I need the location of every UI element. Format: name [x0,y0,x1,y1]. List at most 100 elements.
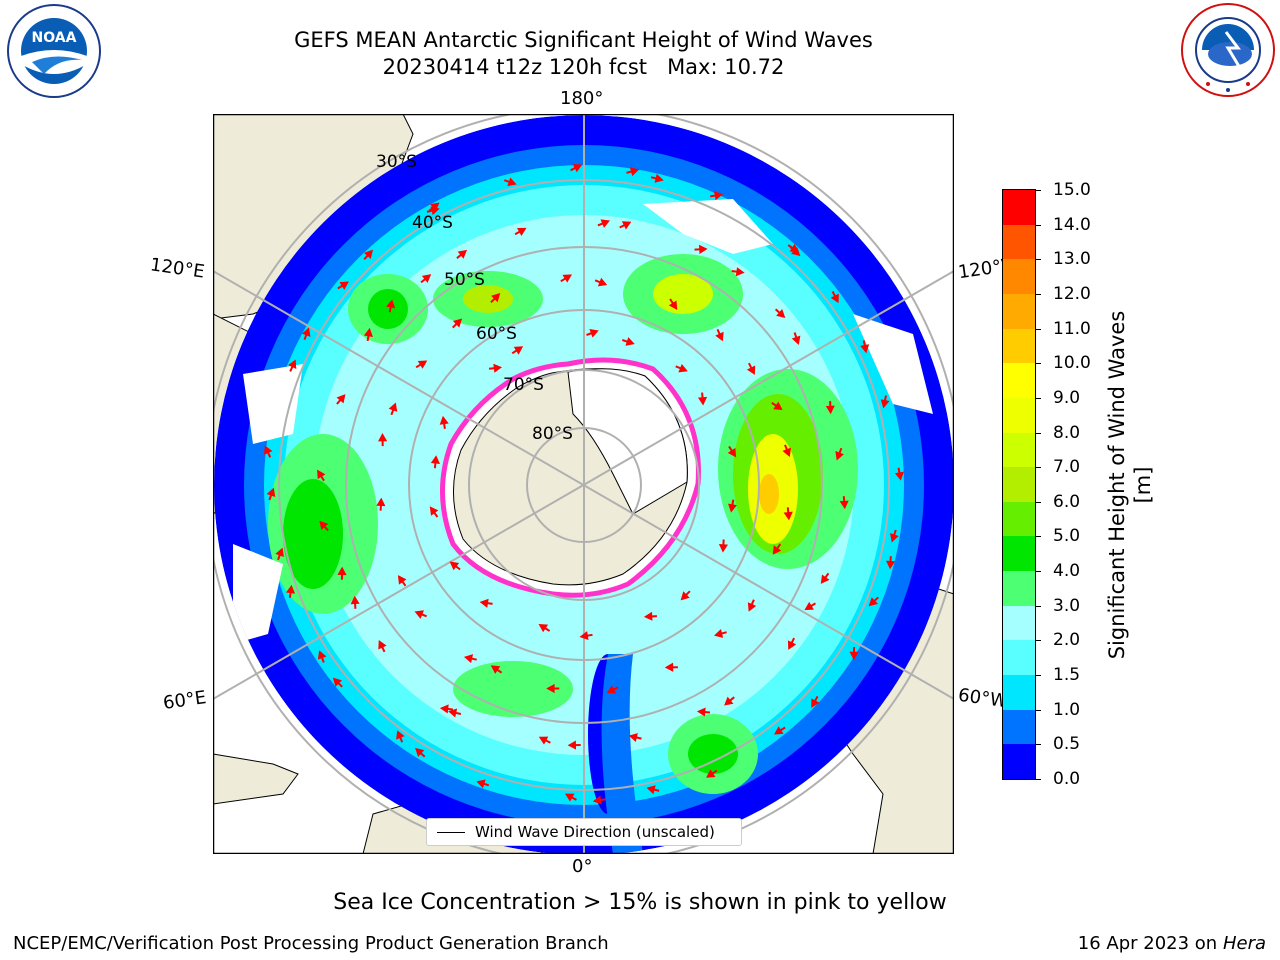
wave-direction-arrowhead [880,399,890,409]
wave-direction-arrowhead [735,267,745,277]
wave-direction-arrowhead [417,360,428,369]
wave-direction-arrowhead [562,274,572,283]
colorbar-segment [1003,501,1035,537]
noaa-logo-text: NOAA [32,30,77,46]
wave-direction-arrowhead [397,575,407,585]
wave-direction-arrowhead [849,651,859,661]
wind-wave-arrows [264,164,904,805]
wave-direction-arrowhead [600,219,611,228]
wave-direction-arrowhead [820,574,830,584]
wave-direction-arrowhead [448,708,458,718]
colorbar-tick [1035,571,1041,573]
colorbar-segment [1003,570,1035,606]
colorbar-segment [1003,258,1035,294]
colorbar-tick-label: 9.0 [1053,387,1081,408]
colorbar-tick [1035,190,1041,191]
wave-direction-arrowhead [429,506,439,516]
wave-direction-arrowhead [336,394,346,404]
wave-direction-arrowhead [680,591,690,601]
map-legend: Wind Wave Direction (unscaled) [426,818,742,846]
wave-direction-arrowhead [266,487,276,497]
colorbar-segment [1003,674,1035,710]
wave-direction-arrowhead [337,566,347,576]
colorbar-tick [1035,605,1041,607]
wave-direction-arrowhead [664,662,674,672]
wave-direction-arrowhead [860,344,870,354]
colorbar-segment [1003,189,1035,225]
colorbar-segment [1003,432,1035,468]
colorbar-tick-label: 14.0 [1053,214,1091,235]
colorbar-tick-label: 6.0 [1053,491,1081,512]
wave-direction-arrowhead [415,747,425,757]
colorbar-tick-label: 13.0 [1053,249,1091,270]
wave-direction-arrowhead [414,610,424,619]
wave-direction-arrowhead [885,560,896,570]
wave-direction-arrowhead [629,167,640,177]
lat-label-30s: 30°S [376,152,417,172]
wave-direction-arrowhead [491,293,501,303]
colorbar-segment [1003,293,1035,329]
ice-caption: Sea Ice Concentration > 15% is shown in … [333,890,947,915]
wave-direction-arrowhead [439,704,449,714]
wave-direction-arrowhead [538,736,549,745]
wave-direction-arrowhead [589,329,599,338]
wave-direction-arrowhead [493,363,503,373]
colorbar-tick-label: 4.0 [1053,561,1081,582]
wave-direction-arrowhead [646,785,656,795]
wave-direction-arrowhead [421,274,432,283]
noaa-logo: NOAA [4,4,104,99]
wave-direction-arrowhead [791,335,801,345]
lat-label-40s: 40°S [412,213,453,233]
colorbar-tick [1035,467,1041,469]
colorbar-tick-label: 10.0 [1053,353,1091,374]
wave-direction-arrowhead [439,415,449,425]
map-svg [212,113,955,855]
lat-label-70s: 70°S [503,375,544,395]
colorbar-tick [1035,259,1041,261]
colorbar-segment [1003,328,1035,364]
legend-line-icon [437,831,465,833]
wave-direction-arrowhead [378,433,388,442]
wave-direction-arrowhead [332,677,342,687]
wave-direction-arrowhead [592,795,602,805]
colorbar-tick [1035,709,1041,711]
colorbar-tick-label: 5.0 [1053,526,1081,547]
wave-direction-arrowhead [789,243,800,253]
wave-direction-arrowhead [835,450,844,461]
wave-direction-arrowhead [339,281,349,290]
wave-direction-arrowhead [714,191,724,201]
colorbar-tick [1035,363,1041,365]
colorbar-segment [1003,639,1035,676]
wave-direction-arrowhead [386,299,396,309]
lon-label-60e: 60°E [161,687,208,714]
colorbar-tick [1035,432,1041,434]
colorbar-tick [1035,224,1041,226]
wave-direction-arrowhead [696,707,706,717]
wave-direction-arrowhead [449,561,460,571]
colorbar-segment [1003,224,1035,260]
lat-label-50s: 50°S [444,270,485,290]
wave-direction-arrowhead [774,726,784,735]
colorbar-tick-label: 1.0 [1053,699,1081,720]
wave-direction-arrowhead [713,628,724,638]
wave-direction-arrowhead [776,308,786,319]
wave-direction-arrowhead [572,164,583,173]
wave-direction-arrowhead [718,543,728,553]
legend-label: Wind Wave Direction (unscaled) [475,823,715,841]
wave-direction-arrowhead [628,733,638,742]
lat-label-80s: 80°S [532,424,573,444]
polar-map [212,113,955,855]
wave-direction-arrowhead [621,221,632,230]
wave-direction-arrowhead [728,503,737,513]
wave-direction-arrowhead [317,650,327,660]
colorbar-tick-label: 11.0 [1053,318,1091,339]
wave-direction-arrowhead [564,793,575,802]
wave-direction-arrowhead [363,327,373,337]
wave-direction-arrowhead [452,318,463,328]
wave-direction-arrowhead [317,469,326,480]
wave-direction-arrowhead [839,500,849,510]
wave-direction-arrowhead [430,202,440,212]
colorbar-segment [1003,535,1035,572]
footer-credit: NCEP/EMC/Verification Post Processing Pr… [13,933,609,954]
wave-direction-arrowhead [747,602,757,612]
